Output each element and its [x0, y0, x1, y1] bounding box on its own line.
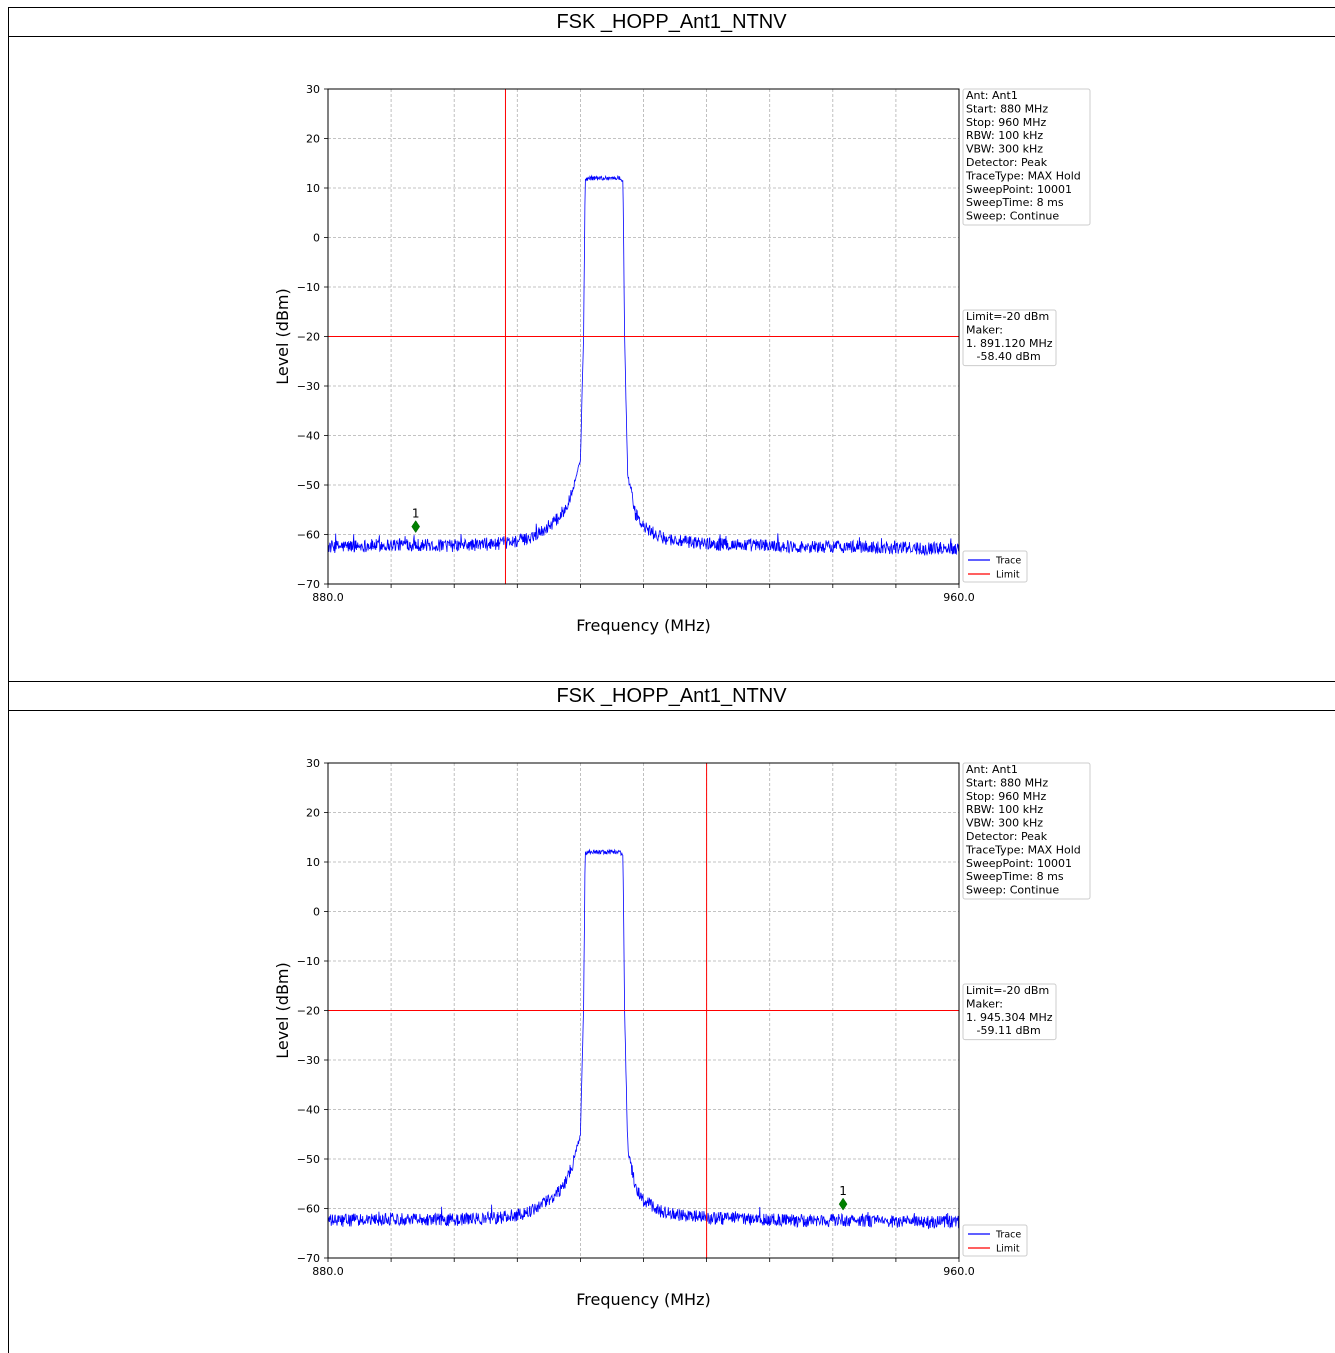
info-box-line: SweepTime: 8 ms	[966, 870, 1064, 883]
info-box-line: RBW: 100 kHz	[966, 803, 1043, 816]
y-axis-label: Level (dBm)	[273, 962, 292, 1059]
y-tick-label: 20	[306, 807, 320, 820]
y-tick-label: −10	[297, 955, 320, 968]
marker-point	[411, 520, 421, 534]
info-box-line: VBW: 300 kHz	[966, 817, 1043, 830]
info-box-line: Sweep: Continue	[966, 210, 1059, 223]
y-tick-label: −30	[297, 380, 320, 393]
info-box-line: TraceType: MAX Hold	[965, 843, 1081, 856]
panel-left-border	[8, 7, 9, 681]
y-axis-label: Level (dBm)	[273, 288, 292, 385]
panel-top-border	[8, 681, 1335, 682]
marker-info-line: Limit=-20 dBm	[966, 310, 1049, 323]
title-divider	[8, 36, 1335, 37]
panel-left-border	[8, 681, 9, 1353]
info-box-line: Ant: Ant1	[966, 763, 1018, 776]
marker-info-line: -59.11 dBm	[966, 1024, 1041, 1037]
marker-label: 1	[412, 507, 420, 521]
y-tick-label: −70	[297, 1252, 320, 1265]
info-box-line: SweepPoint: 10001	[966, 183, 1072, 196]
legend-label: Limit	[996, 1244, 1020, 1255]
y-tick-label: −20	[297, 331, 320, 344]
info-box-line: Ant: Ant1	[966, 89, 1018, 102]
x-axis-label: Frequency (MHz)	[576, 616, 710, 635]
y-tick-label: 0	[313, 906, 320, 919]
info-box-line: VBW: 300 kHz	[966, 143, 1043, 156]
title-divider	[8, 710, 1335, 711]
marker-info-line: Maker:	[966, 997, 1003, 1010]
y-tick-label: −70	[297, 578, 320, 591]
info-box-line: Sweep: Continue	[966, 884, 1059, 897]
x-axis-label: Frequency (MHz)	[576, 1290, 710, 1309]
y-tick-label: −50	[297, 479, 320, 492]
legend-label: Limit	[996, 570, 1020, 581]
info-box	[962, 88, 1091, 226]
y-tick-label: −20	[297, 1005, 320, 1018]
chart-panel-2: FSK _HOPP_Ant1_NTNV 30 20 10 0 −10 −20 −30 −40 −…	[0, 681, 1335, 1353]
y-tick-label: 10	[306, 182, 320, 195]
marker-info-line: -58.40 dBm	[966, 350, 1041, 363]
info-box-line: Start: 880 MHz	[966, 776, 1048, 789]
y-tick-label: −40	[297, 430, 320, 443]
plot-frame	[327, 762, 960, 1259]
info-box-line: Detector: Peak	[966, 830, 1048, 843]
y-tick-label: 20	[306, 133, 320, 146]
y-tick-label: 30	[306, 83, 320, 96]
marker-info-line: 1. 945.304 MHz	[966, 1011, 1053, 1024]
info-box-line: SweepPoint: 10001	[966, 857, 1072, 870]
y-tick-label: 30	[306, 757, 320, 770]
y-tick-label: −50	[297, 1153, 320, 1166]
info-box-line: SweepTime: 8 ms	[966, 196, 1064, 209]
legend-label: Trace	[995, 1230, 1021, 1241]
y-tick-label: 10	[306, 856, 320, 869]
trace-line	[327, 174, 960, 556]
marker-info-line: 1. 891.120 MHz	[966, 337, 1053, 350]
trace-line	[327, 848, 960, 1230]
info-box-line: TraceType: MAX Hold	[965, 169, 1081, 182]
info-box-line: RBW: 100 kHz	[966, 129, 1043, 142]
marker-info-line: Maker:	[966, 323, 1003, 336]
info-box	[962, 762, 1091, 900]
y-tick-label: −60	[297, 1203, 320, 1216]
y-tick-label: −40	[297, 1104, 320, 1117]
panel-title: FSK _HOPP_Ant1_NTNV	[556, 685, 787, 707]
info-box-line: Stop: 960 MHz	[966, 116, 1046, 129]
marker-info-box	[962, 309, 1057, 367]
marker-label: 1	[839, 1184, 847, 1198]
info-box-line: Detector: Peak	[966, 156, 1048, 169]
plot-frame	[327, 88, 960, 585]
x-tick-label: 880.0	[312, 591, 344, 604]
marker-point	[838, 1197, 848, 1211]
x-tick-label: 880.0	[312, 1265, 344, 1278]
chart-panel-1: FSK _HOPP_Ant1_NTNV 30 20 10 0 −10 −20 −30 −40 −…	[0, 7, 1335, 681]
x-tick-label: 960.0	[943, 1265, 975, 1278]
panel-title: FSK _HOPP_Ant1_NTNV	[556, 11, 787, 33]
y-tick-label: −30	[297, 1054, 320, 1067]
info-box-line: Stop: 960 MHz	[966, 790, 1046, 803]
y-tick-label: −60	[297, 529, 320, 542]
y-tick-label: 0	[313, 232, 320, 245]
x-tick-label: 960.0	[943, 591, 975, 604]
panel-top-border	[8, 7, 1335, 8]
info-box-line: Start: 880 MHz	[966, 102, 1048, 115]
marker-info-line: Limit=-20 dBm	[966, 984, 1049, 997]
legend-label: Trace	[995, 556, 1021, 567]
marker-info-box	[962, 983, 1057, 1041]
y-tick-label: −10	[297, 281, 320, 294]
